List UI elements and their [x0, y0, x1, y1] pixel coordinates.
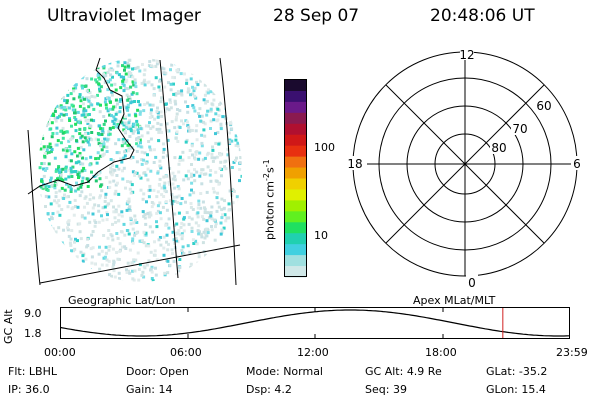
- polar-grid: 12 18 6 0 60 70 80: [345, 48, 583, 290]
- colorbar-segment: [285, 145, 306, 158]
- gc-alt-info: GC Alt: 4.9 Re: [365, 365, 442, 378]
- colorbar-tick-10: 10: [314, 229, 328, 242]
- colorbar-tick-100: 100: [314, 141, 335, 154]
- timeline-ylabel: GC Alt: [2, 309, 15, 344]
- mlt-label-0: 0: [468, 276, 476, 290]
- geographic-image: [27, 57, 242, 286]
- colorbar-segment: [285, 266, 306, 278]
- dsp-info: Dsp: 4.2: [246, 383, 292, 396]
- mlt-label-18: 18: [347, 157, 362, 171]
- timeline-ticks: [187, 308, 444, 338]
- time-label: 20:48:06 UT: [430, 6, 535, 26]
- timeline-ytick-min: 1.8: [24, 327, 42, 340]
- timeline-ytick-max: 9.0: [24, 307, 42, 320]
- colorbar-segment: [285, 178, 306, 190]
- glat-info: GLat: -35.2: [486, 365, 548, 378]
- altitude-timeline: [60, 307, 570, 339]
- seq-info: Seq: 39: [365, 383, 407, 396]
- colorbar-segment: [285, 156, 306, 169]
- colorbar-segment: [285, 167, 306, 179]
- colorbar-unit-label: photon cm-2s-1: [262, 159, 277, 240]
- colorbar-segment: [285, 211, 306, 223]
- lat-label-80: 80: [491, 141, 506, 155]
- colorbar-segment: [285, 134, 306, 147]
- timeline-xtick-1200: 12:00: [297, 346, 329, 359]
- instrument-title: Ultraviolet Imager: [47, 6, 201, 26]
- door-info: Door: Open: [126, 365, 189, 378]
- colorbar-segment: [285, 244, 306, 256]
- longitude-grid: [27, 57, 237, 286]
- timeline-xtick-1800: 18:00: [425, 346, 457, 359]
- gain-info: Gain: 14: [126, 383, 173, 396]
- colorbar-segment: [285, 233, 306, 245]
- mlt-label-6: 6: [573, 157, 581, 171]
- colorbar-segment: [285, 189, 306, 201]
- timeline-xtick-0000: 00:00: [44, 346, 76, 359]
- colorbar-segment: [285, 123, 306, 136]
- apex-label: Apex MLat/MLT: [413, 294, 496, 307]
- color-bar: [284, 79, 307, 278]
- colorbar-segment: [285, 222, 306, 234]
- timeline-xtick-2359: 23:59: [556, 346, 588, 359]
- date-label: 28 Sep 07: [273, 6, 360, 26]
- ip-info: IP: 36.0: [8, 383, 50, 396]
- colorbar-segment: [285, 101, 306, 114]
- mode-info: Mode: Normal: [246, 365, 323, 378]
- lat-label-60: 60: [536, 99, 551, 113]
- lat-label-70: 70: [512, 122, 527, 136]
- geographic-label: Geographic Lat/Lon: [68, 294, 176, 307]
- mlt-label-12: 12: [459, 48, 474, 62]
- colorbar-segment: [285, 200, 306, 212]
- colorbar-segment: [285, 255, 306, 267]
- aurora-speckle-field: [38, 58, 242, 282]
- colorbar-segment: [285, 80, 306, 92]
- filter-info: Flt: LBHL: [8, 365, 57, 378]
- coastline: [27, 57, 135, 195]
- latitude-line: [39, 244, 241, 284]
- altitude-curve: [60, 309, 570, 337]
- glon-info: GLon: 15.4: [486, 383, 546, 396]
- colorbar-segment: [285, 90, 306, 103]
- colorbar-segment: [285, 112, 306, 125]
- timeline-xtick-0600: 06:00: [170, 346, 202, 359]
